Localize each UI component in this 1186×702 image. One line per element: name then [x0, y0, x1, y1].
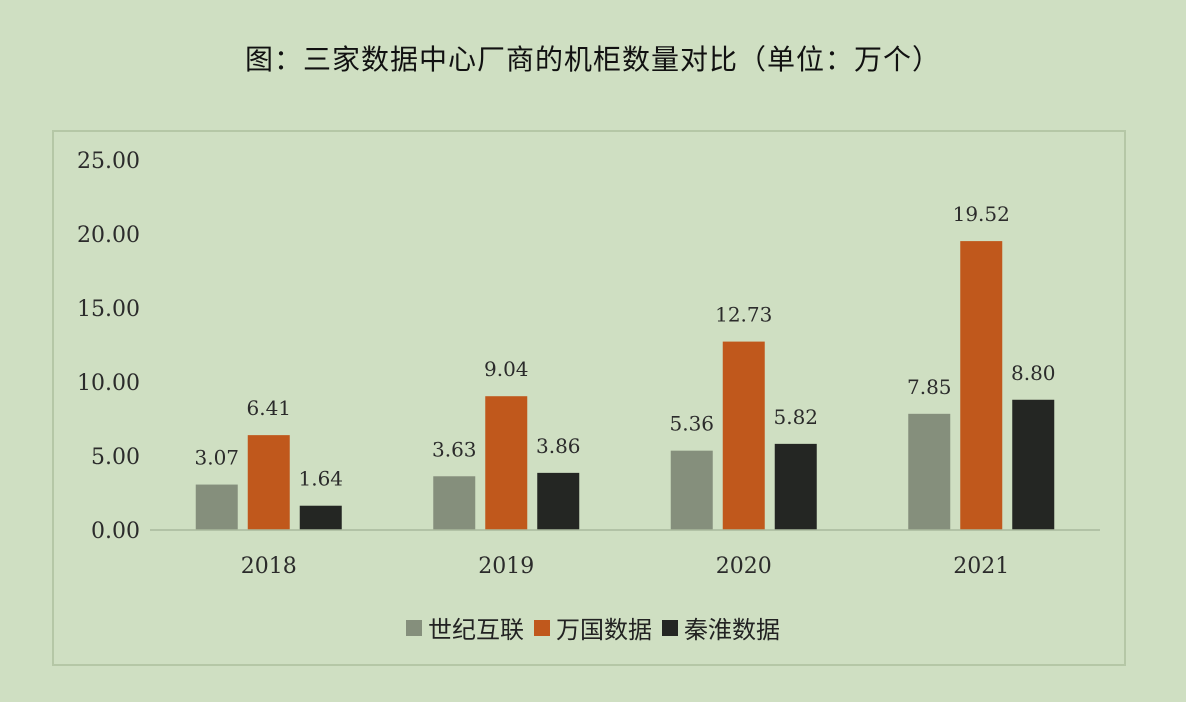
data-label: 8.80 [1011, 361, 1056, 385]
legend-item-series-2: 万国数据 [534, 610, 652, 645]
data-label: 3.86 [536, 434, 581, 458]
y-tick-label: 15.00 [77, 297, 140, 322]
legend-swatch-series-3 [662, 619, 678, 636]
bar-2018-series-3 [299, 505, 342, 530]
chart-title: 图：三家数据中心厂商的机柜数量对比（单位：万个） [244, 43, 941, 76]
data-label: 3.07 [194, 446, 239, 470]
bar-2018-series-2 [247, 435, 290, 530]
data-label: 7.85 [907, 375, 952, 399]
y-tick-label: 10.00 [77, 371, 140, 396]
legend-item-series-1: 世纪互联 [406, 610, 524, 645]
bar-2020-series-1 [670, 450, 713, 530]
data-label: 6.41 [246, 396, 291, 420]
bar-2019-series-2 [485, 396, 528, 530]
data-label: 9.04 [484, 357, 529, 381]
bar-2021-series-2 [960, 241, 1003, 530]
legend-label-series-2: 万国数据 [556, 616, 652, 644]
bar-2019-series-1 [433, 476, 476, 530]
data-label: 12.73 [715, 303, 772, 327]
chart-frame [52, 130, 1126, 666]
data-label: 19.52 [953, 202, 1010, 226]
bars [195, 241, 1055, 530]
y-tick-label: 0.00 [91, 519, 140, 544]
y-tick-label: 25.00 [77, 149, 140, 174]
data-label: 5.82 [773, 405, 818, 429]
data-label: 5.36 [669, 412, 714, 436]
bar-2018-series-1 [195, 484, 238, 530]
legend: 世纪互联 万国数据 秦淮数据 [0, 610, 1186, 645]
legend-label-series-3: 秦淮数据 [684, 616, 780, 644]
y-axis-ticks: 0.00 5.00 10.00 15.00 20.00 25.00 [77, 149, 140, 544]
x-tick-label: 2018 [241, 554, 297, 579]
x-axis-ticks: 2018 2019 2020 2021 [241, 554, 1010, 579]
bar-2019-series-3 [537, 472, 580, 530]
bar-2020-series-3 [774, 443, 817, 530]
x-tick-label: 2019 [478, 554, 534, 579]
data-label: 1.64 [298, 467, 343, 491]
legend-label-series-1: 世纪互联 [428, 616, 524, 644]
x-tick-label: 2021 [953, 554, 1009, 579]
x-tick-label: 2020 [716, 554, 772, 579]
bar-2020-series-2 [722, 341, 765, 530]
y-tick-label: 20.00 [77, 223, 140, 248]
legend-swatch-series-2 [534, 619, 550, 636]
bar-2021-series-3 [1012, 399, 1055, 530]
y-tick-label: 5.00 [91, 445, 140, 470]
legend-swatch-series-1 [406, 619, 422, 636]
data-labels: 3.07 6.41 1.64 3.63 9.04 3.86 5.36 12.73 5.82 7.8… [194, 202, 1055, 491]
legend-item-series-3: 秦淮数据 [662, 610, 780, 645]
bar-2021-series-1 [908, 413, 951, 530]
data-label: 3.63 [432, 437, 477, 461]
